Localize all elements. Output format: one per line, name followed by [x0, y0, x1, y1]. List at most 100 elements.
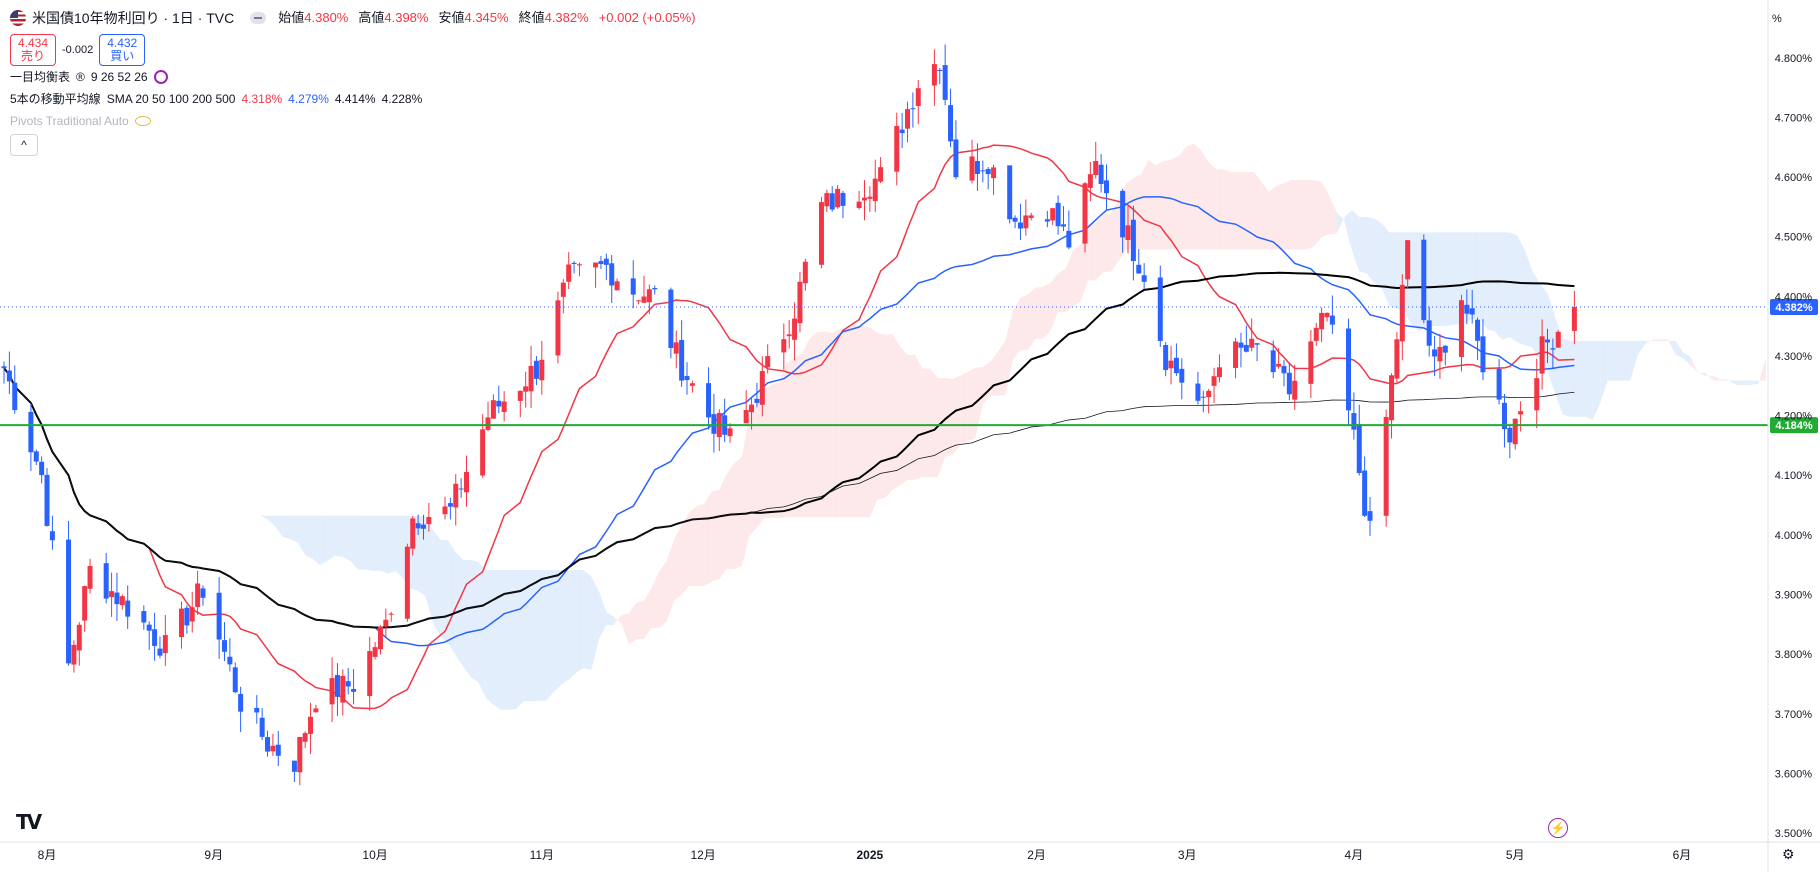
sma-name: 5本の移動平均線 — [10, 92, 101, 106]
trade-row: 4.434 売り -0.002 4.432 買い — [10, 34, 700, 66]
candle — [152, 612, 158, 661]
candle — [915, 79, 921, 125]
cloud-segment — [1615, 340, 1623, 381]
lightning-icon[interactable]: ⚡ — [1548, 818, 1568, 838]
candle — [754, 382, 760, 408]
symbol-title[interactable]: 米国債10年物利回り · 1日 · TVC — [32, 10, 235, 26]
candle — [501, 391, 507, 422]
cloud-segment — [952, 375, 961, 455]
candle-body — [28, 411, 34, 453]
candle — [1545, 328, 1550, 364]
cloud-segment — [787, 358, 795, 518]
cloud-segment — [704, 491, 712, 587]
candle-body — [576, 264, 582, 266]
candle-body — [114, 592, 120, 605]
ichimoku-legend[interactable]: 一目均衡表 ® 9 26 52 26 — [10, 66, 700, 88]
cloud-segment — [1374, 218, 1382, 288]
cloud-segment — [1366, 217, 1375, 284]
collapse-legend-button[interactable]: ^ — [10, 134, 38, 156]
candle — [12, 365, 18, 414]
candle — [1093, 141, 1099, 179]
cloud-segment — [1532, 271, 1540, 362]
pivots-legend[interactable]: Pivots Traditional Auto — [10, 110, 700, 132]
candle — [818, 197, 824, 269]
candle-body — [195, 583, 201, 607]
candle — [1383, 409, 1389, 527]
candle-body — [797, 281, 803, 324]
cloud-segment — [1283, 180, 1292, 250]
cloud-segment — [380, 515, 388, 574]
candle — [329, 657, 335, 723]
candle-body — [1254, 343, 1260, 345]
candle — [340, 669, 346, 716]
candle-body — [1044, 219, 1050, 222]
candle-body — [367, 651, 373, 697]
candle-body — [894, 125, 900, 172]
candle — [377, 625, 383, 655]
buy-button[interactable]: 4.432 買い — [99, 34, 146, 66]
candle — [1458, 294, 1464, 372]
cloud-segment — [1088, 223, 1096, 281]
cloud-segment — [1524, 250, 1533, 348]
candle-body — [1028, 215, 1034, 218]
candle — [872, 159, 878, 213]
candle-body — [1163, 345, 1169, 370]
sma-legend[interactable]: 5本の移動平均線 SMA 20 50 100 200 500 4.318% 4.… — [10, 88, 700, 110]
x-tick-label: 12月 — [690, 848, 715, 862]
candle-body — [216, 592, 222, 640]
candle — [1173, 343, 1179, 376]
cloud-segment — [711, 489, 720, 582]
candle-body — [1216, 367, 1222, 378]
gear-icon[interactable]: ⚙ — [1782, 846, 1795, 862]
tradingview-logo[interactable]: TV — [16, 810, 42, 834]
candle — [162, 615, 168, 666]
cloud-segment — [1246, 172, 1254, 250]
cloud-segment — [1735, 380, 1744, 385]
candle-body — [684, 376, 690, 381]
candle-body — [404, 546, 410, 619]
title-row: 米国債10年物利回り · 1日 · TVC 始値4.380% 高値4.398% … — [10, 6, 700, 30]
candle — [351, 669, 357, 705]
cloud-segment — [350, 515, 358, 570]
candle — [1195, 371, 1201, 405]
sell-button[interactable]: 4.434 売り — [10, 34, 56, 66]
candle — [566, 252, 572, 289]
cloud-segment — [267, 515, 276, 527]
candle — [528, 345, 534, 408]
candle-body — [609, 263, 615, 286]
candle-body — [711, 414, 717, 434]
cloud-segment — [561, 569, 569, 685]
more-icon[interactable] — [250, 12, 267, 24]
cloud-segment — [945, 378, 953, 457]
candle-body — [1120, 190, 1126, 238]
spread-value: -0.002 — [62, 44, 94, 56]
cloud-segment — [387, 515, 396, 574]
candle-body — [1458, 300, 1464, 357]
cloud-segment — [643, 588, 652, 640]
cloud-segment — [1216, 169, 1224, 250]
cloud-segment — [1344, 210, 1352, 250]
chart-legend: 米国債10年物利回り · 1日 · TVC 始値4.380% 高値4.398% … — [10, 6, 700, 156]
candle-body — [270, 745, 276, 752]
candle-body — [157, 648, 163, 656]
candle-body — [1136, 264, 1142, 274]
eye-off-icon[interactable] — [134, 116, 151, 126]
candle-body — [1571, 307, 1577, 331]
cloud-segment — [628, 602, 637, 645]
candle-body — [39, 461, 45, 476]
candle — [1211, 367, 1217, 404]
candle-body — [1421, 239, 1427, 321]
candle-body — [931, 64, 937, 86]
candle — [1017, 203, 1023, 241]
candle — [980, 160, 986, 183]
candle-body — [533, 360, 539, 379]
candle-body — [485, 417, 491, 430]
candle-body — [329, 678, 335, 705]
sma-value-100: 4.414% — [334, 92, 376, 106]
cloud-segment — [1442, 232, 1450, 327]
candle-body — [1496, 368, 1502, 400]
cloud-segment — [1645, 339, 1653, 345]
candle-body — [1437, 346, 1443, 362]
y-tick-label: 4.300% — [1775, 351, 1813, 363]
